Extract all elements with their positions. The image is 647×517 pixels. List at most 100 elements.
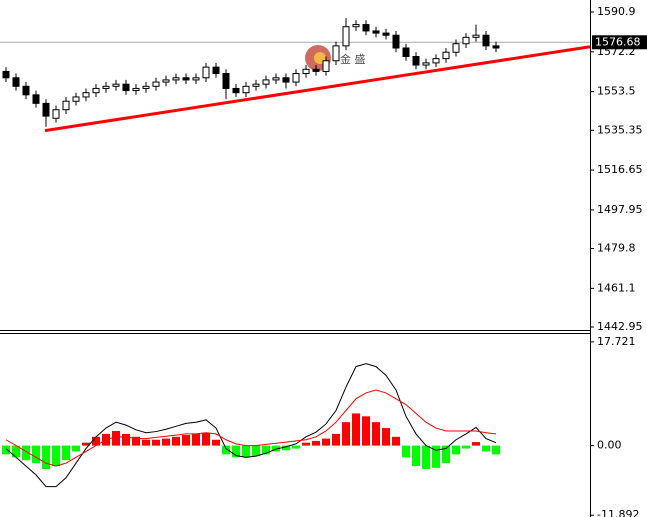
macd-line [5,389,497,467]
histogram-bar [262,445,270,455]
histogram-bar [72,445,80,452]
histogram-bar [362,416,370,446]
histogram-bar [482,445,490,452]
y-tick-label: 1479.8 [597,242,636,255]
candle-body [402,47,410,58]
candle-body [222,73,230,89]
histogram-bar [122,433,130,446]
y-tick-label: 17.721 [597,335,636,348]
candle-body [162,79,170,83]
histogram-bar [312,440,320,446]
candle-body [202,66,210,79]
histogram-bar [302,442,310,446]
histogram-bar [472,442,480,446]
histogram-bar [382,428,390,446]
histogram-bar [322,438,330,446]
current-price-box [592,35,647,50]
candle-body [252,83,260,87]
histogram-bar [272,445,280,452]
histogram-bar [212,439,220,446]
histogram-bar [62,445,70,461]
candle-body [412,56,420,66]
candle-body [32,94,40,104]
y-tick-label: 1442.95 [597,320,643,333]
candle-body [492,45,500,49]
histogram-bar [202,432,210,446]
candle-body [302,68,310,75]
histogram-bar [222,445,230,455]
candle-body [362,24,370,32]
histogram-bar [152,439,160,446]
y-tick-label: 1461.1 [597,281,636,294]
histogram-bar [442,445,450,464]
histogram-bar [22,445,30,461]
histogram-bar [172,436,180,446]
candle-body [232,87,240,94]
histogram-bar [392,436,400,446]
histogram-bar [352,413,360,446]
histogram-bar [432,445,440,468]
candle-body [382,32,390,36]
candle-body [2,70,10,79]
candle-body [472,34,480,38]
candle-body [332,45,340,62]
histogram-bar [292,445,300,449]
candle-body [452,43,460,53]
histogram-bar [92,436,100,446]
candle-body [342,26,350,47]
macd-line [5,363,497,488]
y-tick-label: 1590.9 [597,5,636,18]
candle-body [182,77,190,81]
watermark: 金 盛 [340,52,366,66]
candle-body [62,100,70,111]
candle-body [292,73,300,83]
histogram-bar [282,445,290,451]
candle-body [242,85,250,94]
candle-body [212,66,220,75]
y-tick-label: -11.892 [597,508,639,517]
candle-body [422,62,430,66]
histogram-bar [2,445,10,455]
candle-body [312,68,320,72]
candle-body [112,83,120,87]
y-tick-label: 0.00 [597,439,622,452]
candle-body [392,34,400,49]
histogram-bar [252,445,260,457]
candle-body [42,102,50,117]
candle-body [322,60,330,72]
candle-body [192,77,200,81]
candle-body [352,24,360,28]
candle-body [372,30,380,34]
histogram-bar [42,445,50,470]
histogram-bar [412,445,420,467]
histogram-bar [132,436,140,446]
candle-body [72,96,80,102]
y-tick-label: 1497.95 [597,203,643,216]
histogram-bar [142,439,150,446]
candle-body [22,85,30,96]
histogram-bar [182,435,190,446]
candle-body [482,34,490,47]
histogram-bar [52,445,60,467]
candle-body [92,87,100,94]
histogram-bar [342,422,350,446]
candle-body [132,87,140,92]
candle-body [122,83,130,92]
histogram-bar [192,433,200,446]
candle-body [52,109,60,119]
histogram-bar [332,433,340,446]
candle-body [172,77,180,81]
histogram-bar [372,422,380,446]
candle-body [152,81,160,87]
y-tick-label: 1535.35 [597,123,643,136]
y-tick-label: 1516.65 [597,163,643,176]
histogram-bar [402,445,410,458]
candle-body [432,58,440,64]
candle-body [442,51,450,60]
candle-body [282,77,290,83]
histogram-bar [492,445,500,455]
histogram-bar [232,445,240,458]
histogram-bar [162,438,170,446]
current-price-label: 1576.68 [595,35,641,48]
